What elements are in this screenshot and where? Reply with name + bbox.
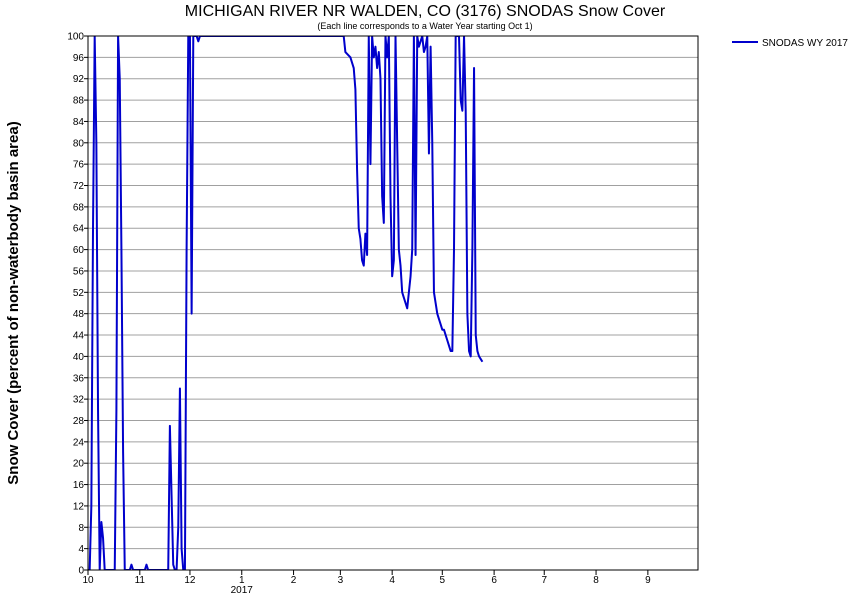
chart-subtitle: (Each line corresponds to a Water Year s…: [317, 21, 532, 31]
x-tick-label: 9: [645, 575, 651, 586]
y-tick-label: 96: [73, 53, 85, 64]
y-tick-label: 60: [73, 245, 85, 256]
x-tick-label: 2: [291, 575, 297, 586]
x-tick-label: 10: [82, 575, 94, 586]
plot-frame: [87, 35, 699, 571]
y-tick-label: 44: [73, 331, 85, 342]
y-tick-label: 72: [73, 181, 85, 192]
y-tick-label: 52: [73, 288, 85, 299]
y-tick-label: 48: [73, 309, 85, 320]
y-tick-label: 16: [73, 480, 85, 491]
x-tick-label: 5: [440, 575, 446, 586]
y-tick-label: 68: [73, 202, 85, 213]
legend: SNODAS WY 2017: [732, 38, 848, 49]
x-tick-year-label: 2017: [231, 585, 254, 596]
x-tick-label: 7: [541, 575, 547, 586]
y-tick-label: 20: [73, 459, 85, 470]
x-tick-label: 11: [135, 575, 146, 586]
y-tick-label: 84: [73, 117, 85, 128]
y-tick-label: 28: [73, 416, 85, 427]
y-tick-label: 4: [78, 544, 84, 555]
x-tick-label: 4: [389, 575, 395, 586]
legend-label: SNODAS WY 2017: [762, 38, 848, 49]
x-tick-label: 1: [239, 575, 245, 586]
y-tick-label: 24: [73, 437, 85, 448]
y-axis-ticks: 0481216202428323640444852566064687276808…: [67, 32, 88, 577]
series-layer: [88, 36, 484, 570]
y-axis-label: Snow Cover (percent of non-waterbody bas…: [5, 121, 22, 484]
y-tick-label: 0: [78, 566, 84, 577]
x-tick-label: 8: [593, 575, 599, 586]
y-tick-label: 8: [78, 523, 84, 534]
chart-title: MICHIGAN RIVER NR WALDEN, CO (3176) SNOD…: [185, 3, 666, 20]
x-tick-label: 6: [491, 575, 497, 586]
x-tick-label: 3: [338, 575, 344, 586]
y-tick-label: 36: [73, 373, 85, 384]
series-line-0: [88, 36, 484, 570]
y-tick-label: 32: [73, 395, 85, 406]
y-tick-label: 92: [73, 74, 85, 85]
y-tick-label: 100: [67, 32, 84, 43]
y-tick-label: 80: [73, 138, 85, 149]
y-tick-label: 56: [73, 266, 85, 277]
y-tick-label: 76: [73, 160, 85, 171]
y-tick-label: 64: [73, 224, 85, 235]
y-tick-label: 12: [73, 501, 85, 512]
y-tick-label: 40: [73, 352, 85, 363]
y-tick-label: 88: [73, 96, 85, 107]
x-tick-label: 12: [184, 575, 196, 586]
